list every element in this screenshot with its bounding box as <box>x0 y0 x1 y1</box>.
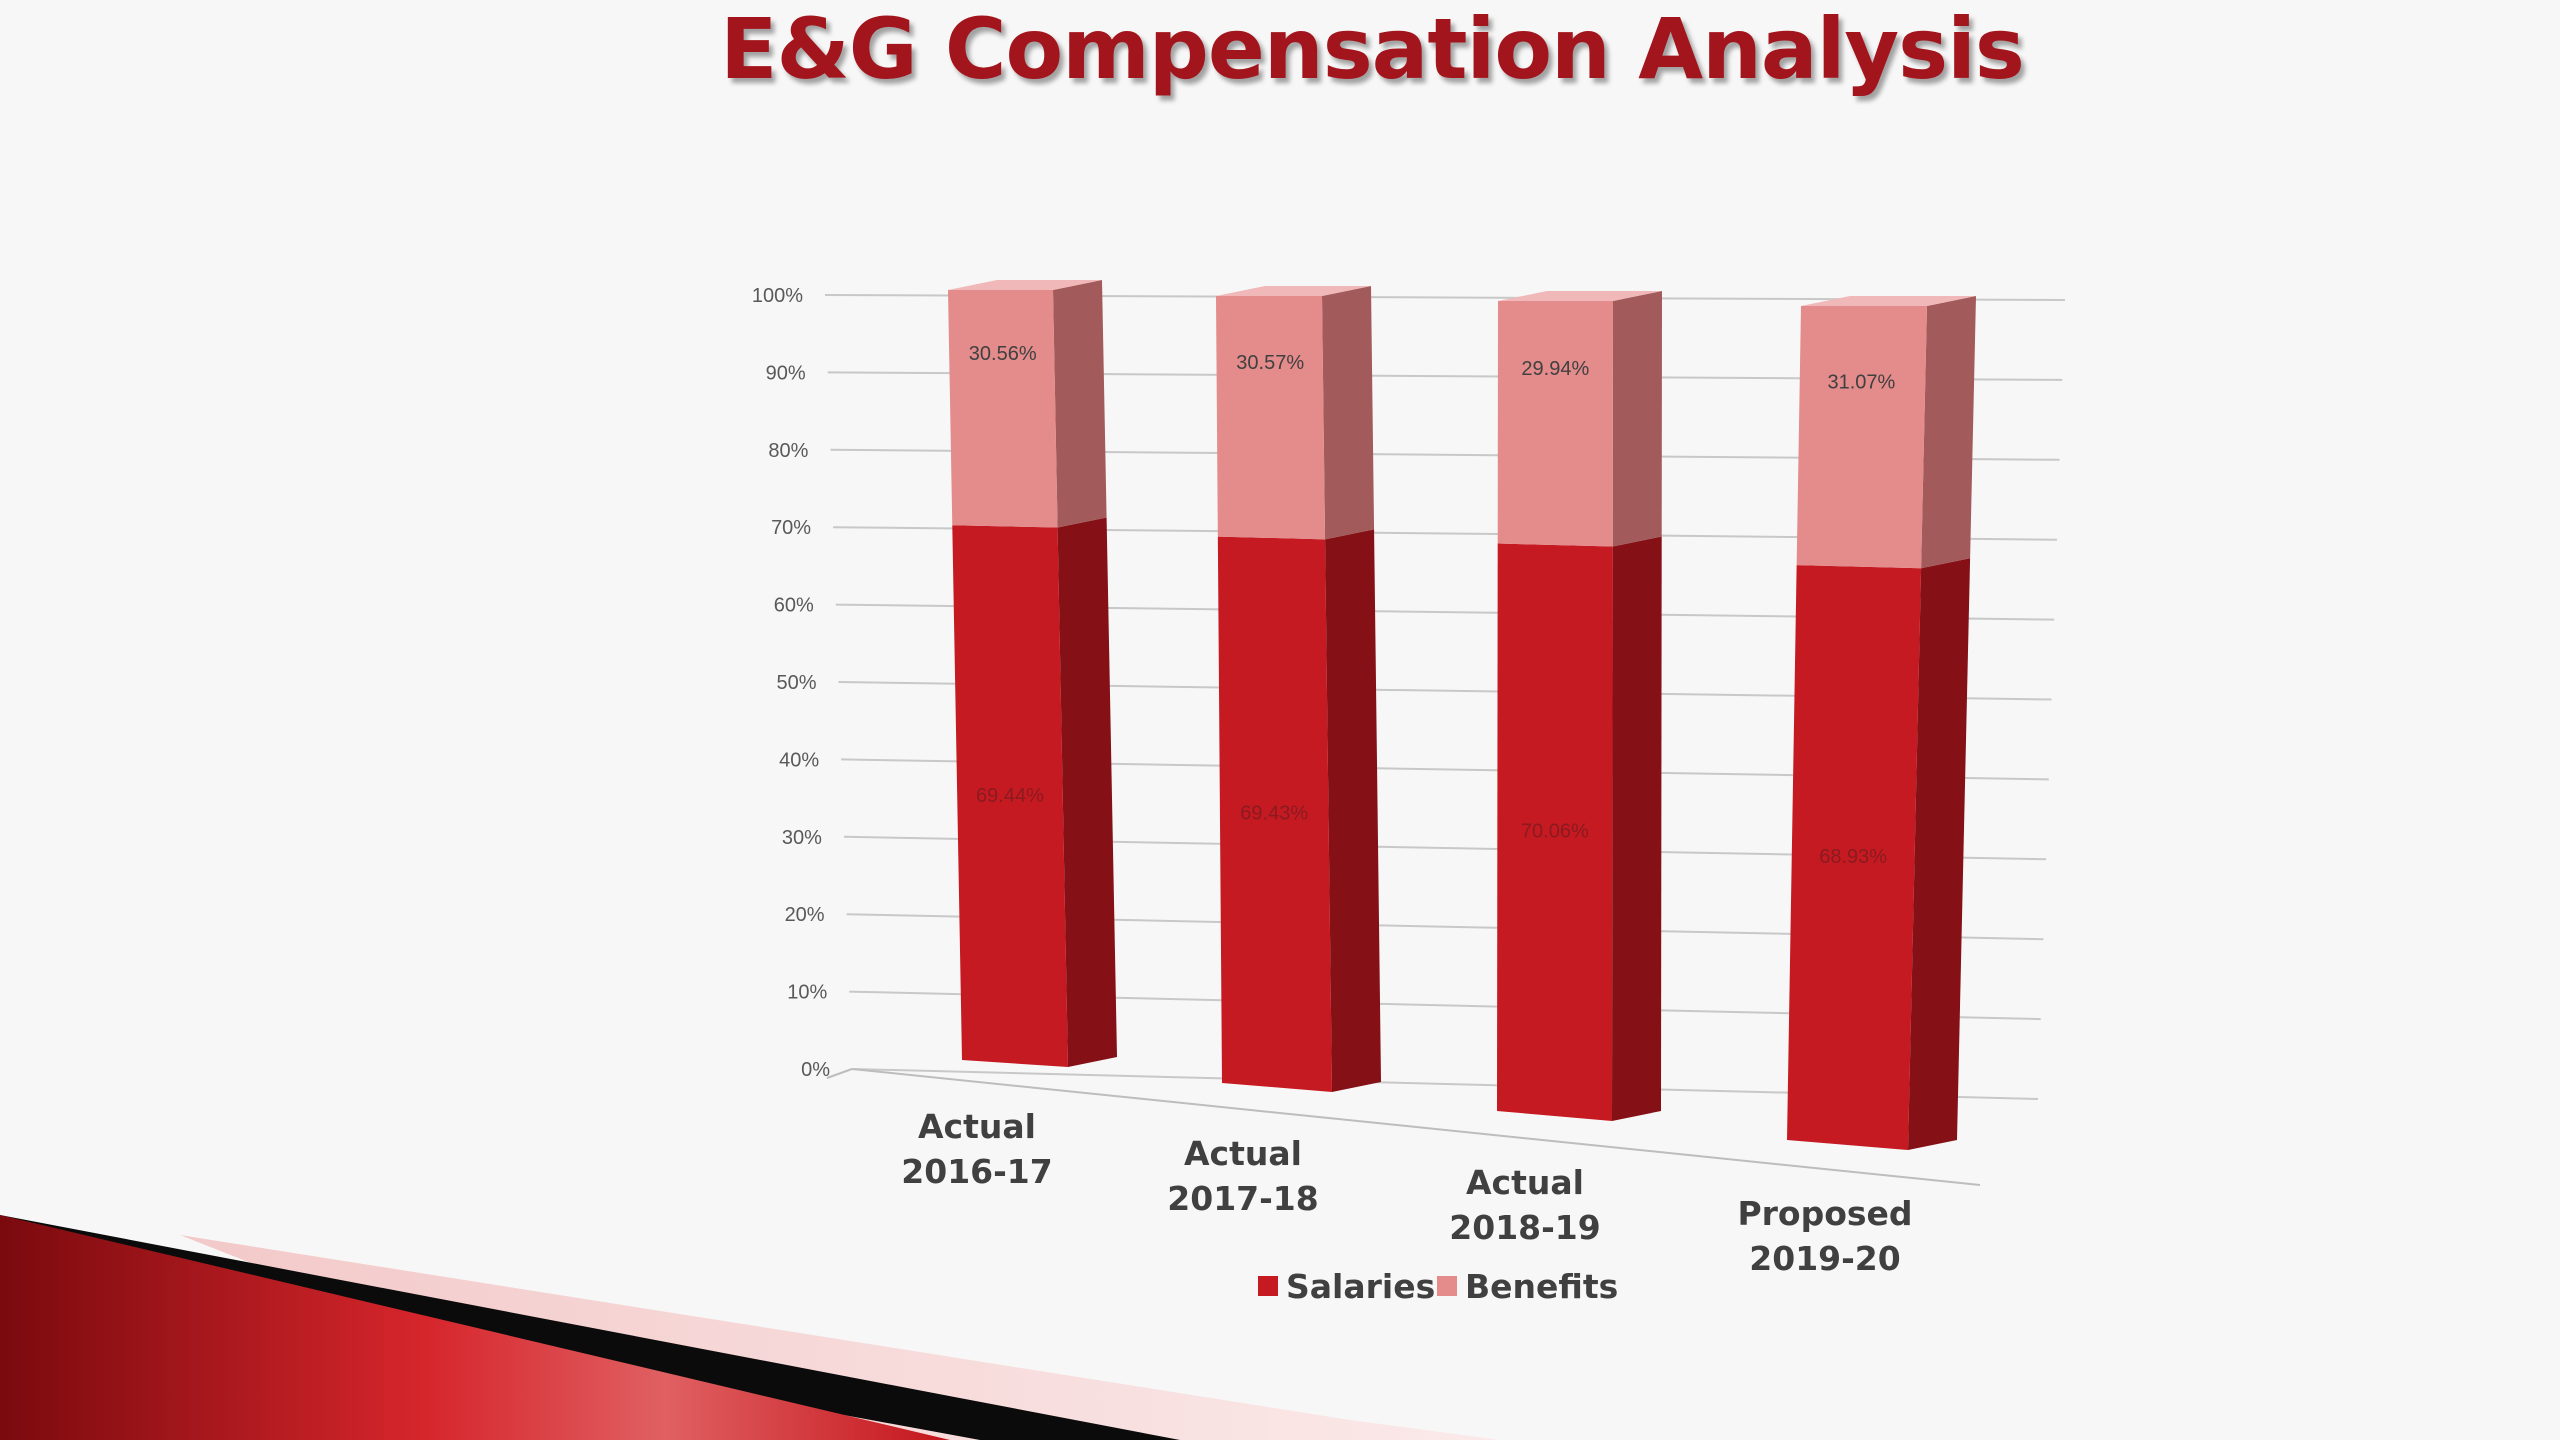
data-label-benefits: 30.57% <box>1236 352 1304 374</box>
bar-side-benefits <box>1053 280 1107 528</box>
data-label-benefits: 31.07% <box>1828 371 1896 393</box>
bar-segment-salaries <box>952 525 1068 1067</box>
decor-red-band <box>0 1215 950 1440</box>
data-label-salaries: 69.43% <box>1240 803 1308 825</box>
floor-edge <box>851 1068 1981 1186</box>
bar-stack: 70.06% 29.94% <box>1497 291 1662 1121</box>
y-tick-label: 90% <box>766 362 806 384</box>
data-label-benefits: 29.94% <box>1521 358 1589 380</box>
bar-side-benefits <box>1921 296 1976 569</box>
y-tick-label: 70% <box>771 517 811 539</box>
y-tick-label: 50% <box>776 672 816 694</box>
legend-label: Salaries <box>1286 1267 1435 1306</box>
bar-side-benefits <box>1612 291 1662 547</box>
bar-segment-benefits <box>1216 296 1326 540</box>
bar-segment-benefits <box>1497 301 1613 547</box>
data-label-salaries: 68.93% <box>1819 846 1887 868</box>
bar-side-benefits <box>1322 286 1375 540</box>
bar-stack: 69.43% 30.57% <box>1216 286 1381 1092</box>
y-tick-label: 60% <box>774 595 814 617</box>
bar-side-salaries <box>1908 558 1971 1150</box>
bar-side-salaries <box>1057 517 1117 1067</box>
bar-top <box>1498 291 1662 301</box>
x-axis-categories: Actual 2016-17 Actual 2017-18 Actual 2018-19 P… <box>901 1107 1912 1278</box>
x-category-label: Actual 2016-17 <box>901 1107 1052 1191</box>
legend-label: Benefits <box>1465 1267 1618 1306</box>
data-label-benefits: 30.56% <box>969 343 1037 365</box>
bar-segment-salaries <box>1217 536 1332 1092</box>
bar-segment-salaries <box>1787 565 1922 1150</box>
bar-top <box>1801 296 1976 306</box>
bar-stack: 68.93% 31.07% <box>1787 296 1976 1150</box>
legend: Salaries Benefits <box>1258 1267 1618 1306</box>
bar-segment-benefits <box>948 290 1058 528</box>
x-category-label: Actual 2017-18 <box>1167 1134 1318 1218</box>
y-tick-label: 20% <box>785 904 825 926</box>
y-tick-label: 30% <box>782 827 822 849</box>
floor-corner <box>826 1068 853 1079</box>
y-tick-label: 40% <box>779 749 819 771</box>
bar-top <box>948 280 1102 290</box>
legend-swatch <box>1258 1276 1278 1296</box>
y-tick-label: 0% <box>801 1059 830 1081</box>
bar-segment-benefits <box>1796 306 1927 569</box>
bar-top <box>1216 286 1371 296</box>
y-tick-label: 10% <box>787 982 827 1004</box>
x-category-label: Proposed 2019-20 <box>1737 1194 1912 1278</box>
legend-swatch <box>1437 1276 1457 1296</box>
bar-side-salaries <box>1325 529 1381 1092</box>
y-tick-label: 100% <box>752 285 803 307</box>
bar-side-salaries <box>1612 536 1662 1121</box>
slide-title: E&G Compensation Analysis <box>720 0 2025 98</box>
y-axis-ticks: 0% 10% 20% 30% 40% 50% 60% 70% 80% 90% 100% <box>752 285 830 1081</box>
bar-stack: 69.44% 30.56% <box>948 280 1117 1067</box>
x-category-label: Actual 2018-19 <box>1449 1163 1600 1247</box>
data-label-salaries: 70.06% <box>1521 821 1589 843</box>
bar-segment-salaries <box>1497 543 1613 1121</box>
legend-item: Benefits <box>1437 1267 1618 1306</box>
y-tick-label: 80% <box>768 440 808 462</box>
legend-item: Salaries <box>1258 1267 1435 1306</box>
data-label-salaries: 69.44% <box>976 785 1044 807</box>
bars: 69.44% 30.56% 69.43% 30.57% 70.06% 29.94% 68.9… <box>948 280 1976 1150</box>
decor-black-band <box>0 1215 1180 1440</box>
